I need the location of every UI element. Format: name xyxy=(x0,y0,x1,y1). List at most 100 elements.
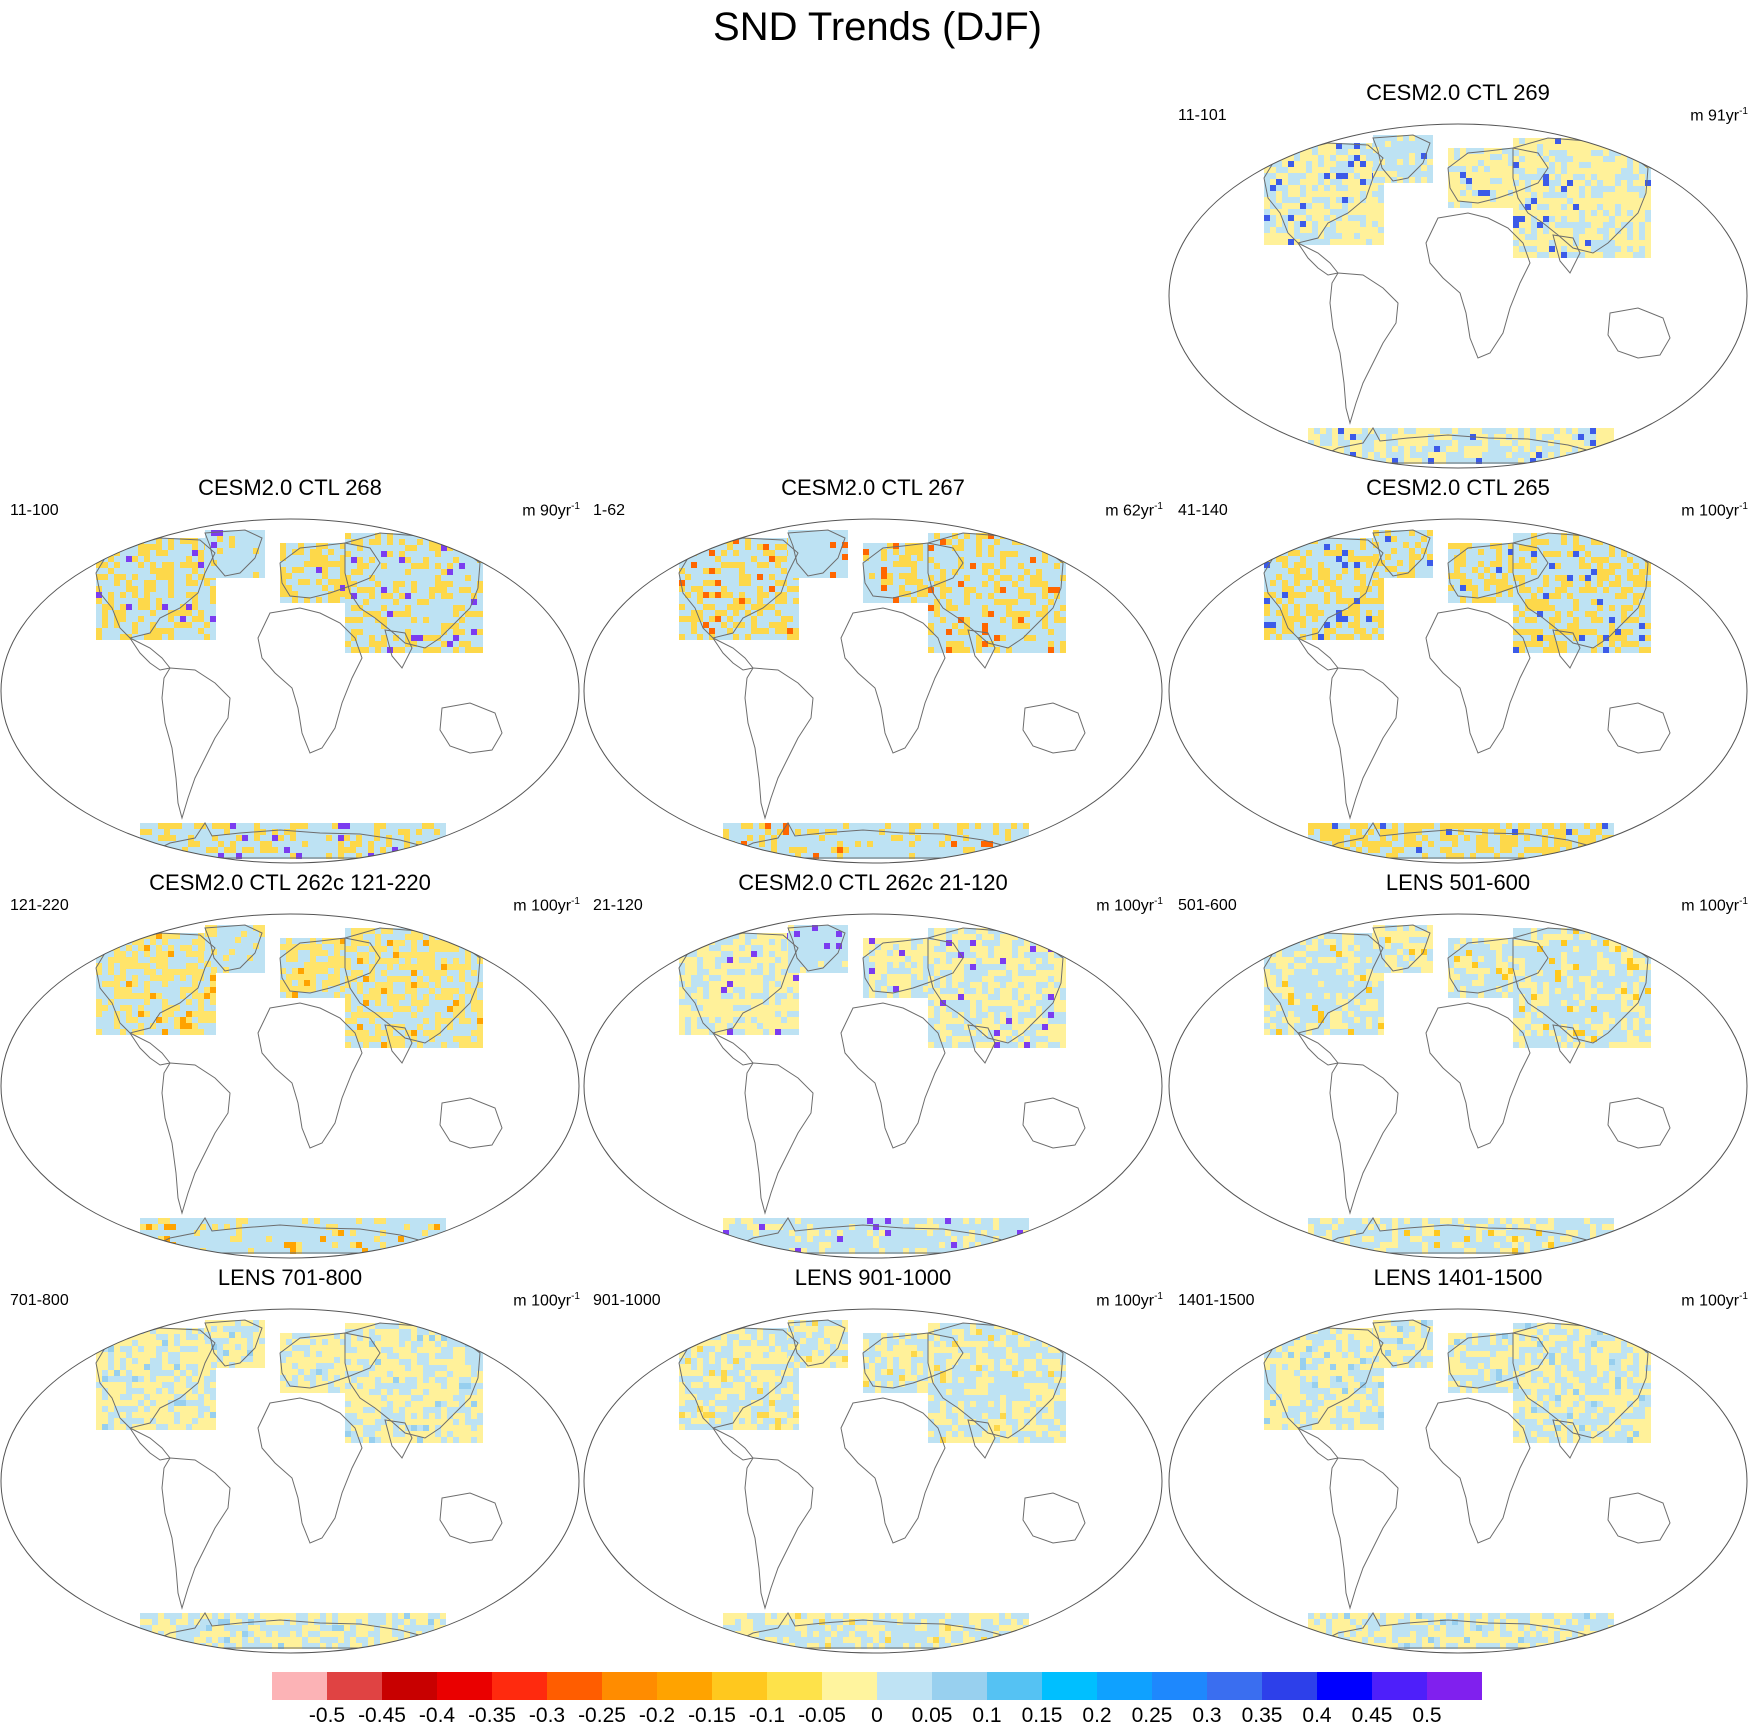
world-map-svg xyxy=(0,1308,580,1654)
map-panel: CESM2.0 CTL 262c 121-220 121-220 m 100yr-1 xyxy=(0,870,580,1260)
panel-units-exponent: -1 xyxy=(1739,1291,1748,1302)
coastline-na xyxy=(95,537,216,639)
coastline-sa xyxy=(1329,1062,1399,1215)
map-panel: LENS 701-800 701-800 m 100yr-1 xyxy=(0,1265,580,1655)
colorbar-box xyxy=(877,1672,932,1700)
colorbar-box xyxy=(602,1672,657,1700)
coastline-af xyxy=(257,1002,363,1149)
colorbar-label: 0.4 xyxy=(1302,1704,1332,1727)
map-panel: LENS 501-600 501-600 m 100yr-1 xyxy=(1168,870,1748,1260)
trend-field-asia xyxy=(1513,533,1651,653)
colorbar: -0.5 -0.45 -0.4 -0.35 -0.3 -0.25 -0.2 -0.15 -0.1… xyxy=(272,1672,1482,1730)
panel-units-exponent: -1 xyxy=(1154,896,1163,907)
colorbar-box xyxy=(822,1672,877,1700)
map-panel: CESM2.0 CTL 262c 21-120 21-120 m 100yr-1 xyxy=(583,870,1163,1260)
panel-units-text: m 62yr xyxy=(1105,502,1155,520)
trend-field-ant xyxy=(723,1218,1029,1254)
coastline-aus xyxy=(1607,1492,1671,1544)
colorbar-box xyxy=(1427,1672,1482,1700)
coastline-na xyxy=(1263,537,1384,639)
coastline-aus xyxy=(439,702,503,754)
coastline-centam xyxy=(128,1031,171,1066)
coastline-na xyxy=(1263,1327,1384,1429)
panel-units-text: m 100yr xyxy=(1681,897,1740,915)
world-map xyxy=(1168,123,1748,470)
panel-years: 121-220 xyxy=(10,897,69,914)
colorbar-label: 0.05 xyxy=(911,1704,953,1727)
colorbar-box xyxy=(272,1672,327,1700)
coastline-af xyxy=(1425,1397,1531,1544)
trend-field-green xyxy=(205,530,265,578)
coastline-af xyxy=(257,1397,363,1544)
coastline-af xyxy=(1425,607,1531,754)
colorbar-box xyxy=(1097,1672,1152,1700)
panel-units: m 90yr-1 xyxy=(522,497,580,521)
coastline-green xyxy=(204,529,263,577)
coastline-af xyxy=(840,607,946,754)
panel-title: LENS 701-800 xyxy=(217,1265,363,1290)
trend-field-na xyxy=(679,538,799,640)
panel-units: m 62yr-1 xyxy=(1105,497,1163,521)
world-map-svg xyxy=(1168,913,1748,1259)
trend-field-asia xyxy=(928,928,1066,1048)
world-map-svg xyxy=(1168,518,1748,864)
world-map xyxy=(1168,913,1748,1260)
coastline-sa xyxy=(161,1062,231,1215)
coastline-af xyxy=(1425,212,1531,359)
panel-title: CESM2.0 CTL 268 xyxy=(198,475,382,500)
panel-units: m 100yr-1 xyxy=(513,1287,580,1311)
coastline-aus xyxy=(1022,1097,1086,1149)
world-map xyxy=(1168,518,1748,865)
trend-field-ant xyxy=(140,1218,446,1254)
trend-field-asia xyxy=(345,1323,483,1443)
trend-field-na xyxy=(679,1328,799,1430)
colorbar-label: -0.3 xyxy=(528,1704,566,1727)
panel-units-text: m 100yr xyxy=(1681,502,1740,520)
coastline-green xyxy=(787,529,846,577)
coastline-sa xyxy=(1329,272,1399,425)
coastline-eu xyxy=(862,937,964,994)
trend-field-ant xyxy=(140,1613,446,1649)
coastline-india xyxy=(967,1419,996,1459)
coastline-sa xyxy=(744,1457,814,1610)
map-border xyxy=(0,518,580,864)
panel-years: 21-120 xyxy=(593,897,643,914)
colorbar-box xyxy=(547,1672,602,1700)
colorbar-label: 0.3 xyxy=(1192,1704,1222,1727)
panel-title: CESM2.0 CTL 265 xyxy=(1366,475,1550,500)
panel-units: m 100yr-1 xyxy=(1681,892,1748,916)
colorbar-box xyxy=(712,1672,767,1700)
coastline-india xyxy=(1552,1419,1581,1459)
world-map-svg xyxy=(1168,1308,1748,1654)
coastline-aus xyxy=(439,1097,503,1149)
panel-units-exponent: -1 xyxy=(1739,501,1748,512)
coastline-na xyxy=(1263,932,1384,1034)
coastline-af xyxy=(840,1002,946,1149)
coastline-eu xyxy=(279,542,381,599)
coastline-eu xyxy=(1447,542,1549,599)
map-border xyxy=(583,1308,1163,1654)
colorbar-box xyxy=(437,1672,492,1700)
coastline-sa xyxy=(744,1062,814,1215)
colorbar-label: -0.35 xyxy=(468,1704,516,1727)
coastline-green xyxy=(1372,924,1431,972)
panel-units-text: m 100yr xyxy=(1681,1292,1740,1310)
map-panel: LENS 1401-1500 1401-1500 m 100yr-1 xyxy=(1168,1265,1748,1655)
colorbar-box xyxy=(1262,1672,1317,1700)
colorbar-label: 0 xyxy=(871,1704,883,1727)
coastline-na xyxy=(95,1327,216,1429)
world-map-svg xyxy=(0,913,580,1259)
map-panel: CESM2.0 CTL 267 1-62 m 62yr-1 xyxy=(583,475,1163,865)
coastline-green xyxy=(204,1319,263,1367)
colorbar-box xyxy=(1372,1672,1427,1700)
coastline-centam xyxy=(711,1031,754,1066)
map-border xyxy=(1168,1308,1748,1654)
coastline-green xyxy=(1372,529,1431,577)
panel-title: LENS 1401-1500 xyxy=(1373,1265,1543,1290)
panel-units-text: m 100yr xyxy=(513,897,572,915)
panel-units-text: m 100yr xyxy=(1096,1292,1155,1310)
panel-title: CESM2.0 CTL 262c 21-120 xyxy=(738,870,1008,895)
map-border xyxy=(1168,913,1748,1259)
coastline-green xyxy=(1372,134,1431,182)
map-border xyxy=(583,518,1163,864)
